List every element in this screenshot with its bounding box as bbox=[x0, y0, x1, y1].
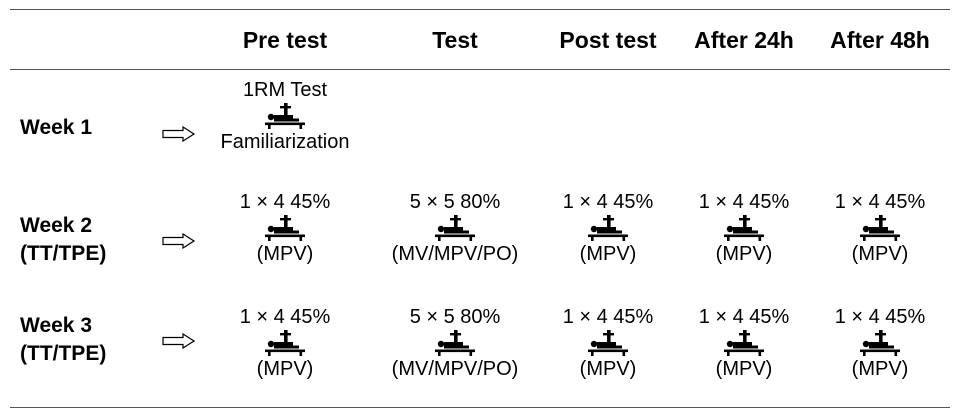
protocol-cell: 5 × 5 80% (MV/MPV/PO) bbox=[375, 191, 535, 265]
row-label-line: Week 1 bbox=[20, 116, 92, 139]
row-label-week-1: Week 1 bbox=[20, 114, 92, 142]
protocol-cell: 1 × 4 45% (MPV) bbox=[800, 191, 960, 265]
protocol-measure: (MV/MPV/PO) bbox=[391, 358, 519, 380]
header-test: Test bbox=[432, 27, 478, 53]
protocol-measure: Familiarization bbox=[220, 131, 350, 153]
header-rule bbox=[10, 69, 950, 70]
bench-press-icon bbox=[724, 215, 764, 241]
top-rule bbox=[10, 9, 950, 10]
protocol-cell: 1 × 4 45% (MPV) bbox=[205, 191, 365, 265]
protocol-measure: (MPV) bbox=[579, 243, 637, 265]
protocol-cell: 1 × 4 45% (MPV) bbox=[528, 306, 688, 380]
right-arrow-icon bbox=[162, 232, 196, 250]
protocol-cell: 1 × 4 45% (MPV) bbox=[205, 306, 365, 380]
protocol-measure: (MPV) bbox=[851, 243, 909, 265]
row-label-line: Week 3 bbox=[20, 314, 92, 337]
protocol-load: 1 × 4 45% bbox=[239, 191, 331, 213]
header-after-24h: After 24h bbox=[694, 27, 794, 53]
bench-press-icon bbox=[265, 215, 305, 241]
protocol-load: 1RM Test bbox=[242, 79, 328, 101]
protocol-load: 1 × 4 45% bbox=[698, 191, 790, 213]
protocol-measure: (MPV) bbox=[579, 358, 637, 380]
bench-press-icon bbox=[724, 330, 764, 356]
protocol-measure: (MPV) bbox=[851, 358, 909, 380]
protocol-load: 1 × 4 45% bbox=[562, 191, 654, 213]
protocol-measure: (MPV) bbox=[256, 358, 314, 380]
protocol-load: 1 × 4 45% bbox=[239, 306, 331, 328]
protocol-cell: 1 × 4 45% (MPV) bbox=[664, 306, 824, 380]
row-label-week-2: Week 2 (TT/TPE) bbox=[20, 212, 106, 268]
protocol-load: 5 × 5 80% bbox=[409, 191, 501, 213]
bench-press-icon bbox=[265, 330, 305, 356]
header-post-test: Post test bbox=[559, 27, 657, 53]
protocol-load: 1 × 4 45% bbox=[698, 306, 790, 328]
protocol-cell: 1 × 4 45% (MPV) bbox=[664, 191, 824, 265]
row-label-line: (TT/TPE) bbox=[20, 242, 107, 265]
protocol-measure: (MV/MPV/PO) bbox=[391, 243, 519, 265]
right-arrow-icon bbox=[162, 332, 196, 350]
protocol-cell: 1 × 4 45% (MPV) bbox=[528, 191, 688, 265]
bench-press-icon bbox=[435, 215, 475, 241]
bench-press-icon bbox=[435, 330, 475, 356]
row-label-week-3: Week 3 (TT/TPE) bbox=[20, 312, 106, 368]
right-arrow-icon bbox=[162, 125, 196, 143]
protocol-cell: 1 × 4 45% (MPV) bbox=[800, 306, 960, 380]
bench-press-icon bbox=[588, 215, 628, 241]
protocol-cell: 5 × 5 80% (MV/MPV/PO) bbox=[375, 306, 535, 380]
protocol-load: 1 × 4 45% bbox=[834, 191, 926, 213]
protocol-measure: (MPV) bbox=[715, 243, 773, 265]
row-label-line: (TT/TPE) bbox=[20, 342, 107, 365]
bottom-rule bbox=[10, 407, 950, 408]
row-label-line: Week 2 bbox=[20, 214, 92, 237]
bench-press-icon bbox=[860, 215, 900, 241]
header-after-48h: After 48h bbox=[830, 27, 930, 53]
protocol-load: 1 × 4 45% bbox=[562, 306, 654, 328]
protocol-cell: 1RM Test Familiarization bbox=[205, 79, 365, 153]
protocol-load: 5 × 5 80% bbox=[409, 306, 501, 328]
bench-press-icon bbox=[588, 330, 628, 356]
protocol-measure: (MPV) bbox=[715, 358, 773, 380]
bench-press-icon bbox=[265, 103, 305, 129]
protocol-load: 1 × 4 45% bbox=[834, 306, 926, 328]
protocol-measure: (MPV) bbox=[256, 243, 314, 265]
header-pre-test: Pre test bbox=[242, 27, 328, 53]
bench-press-icon bbox=[860, 330, 900, 356]
